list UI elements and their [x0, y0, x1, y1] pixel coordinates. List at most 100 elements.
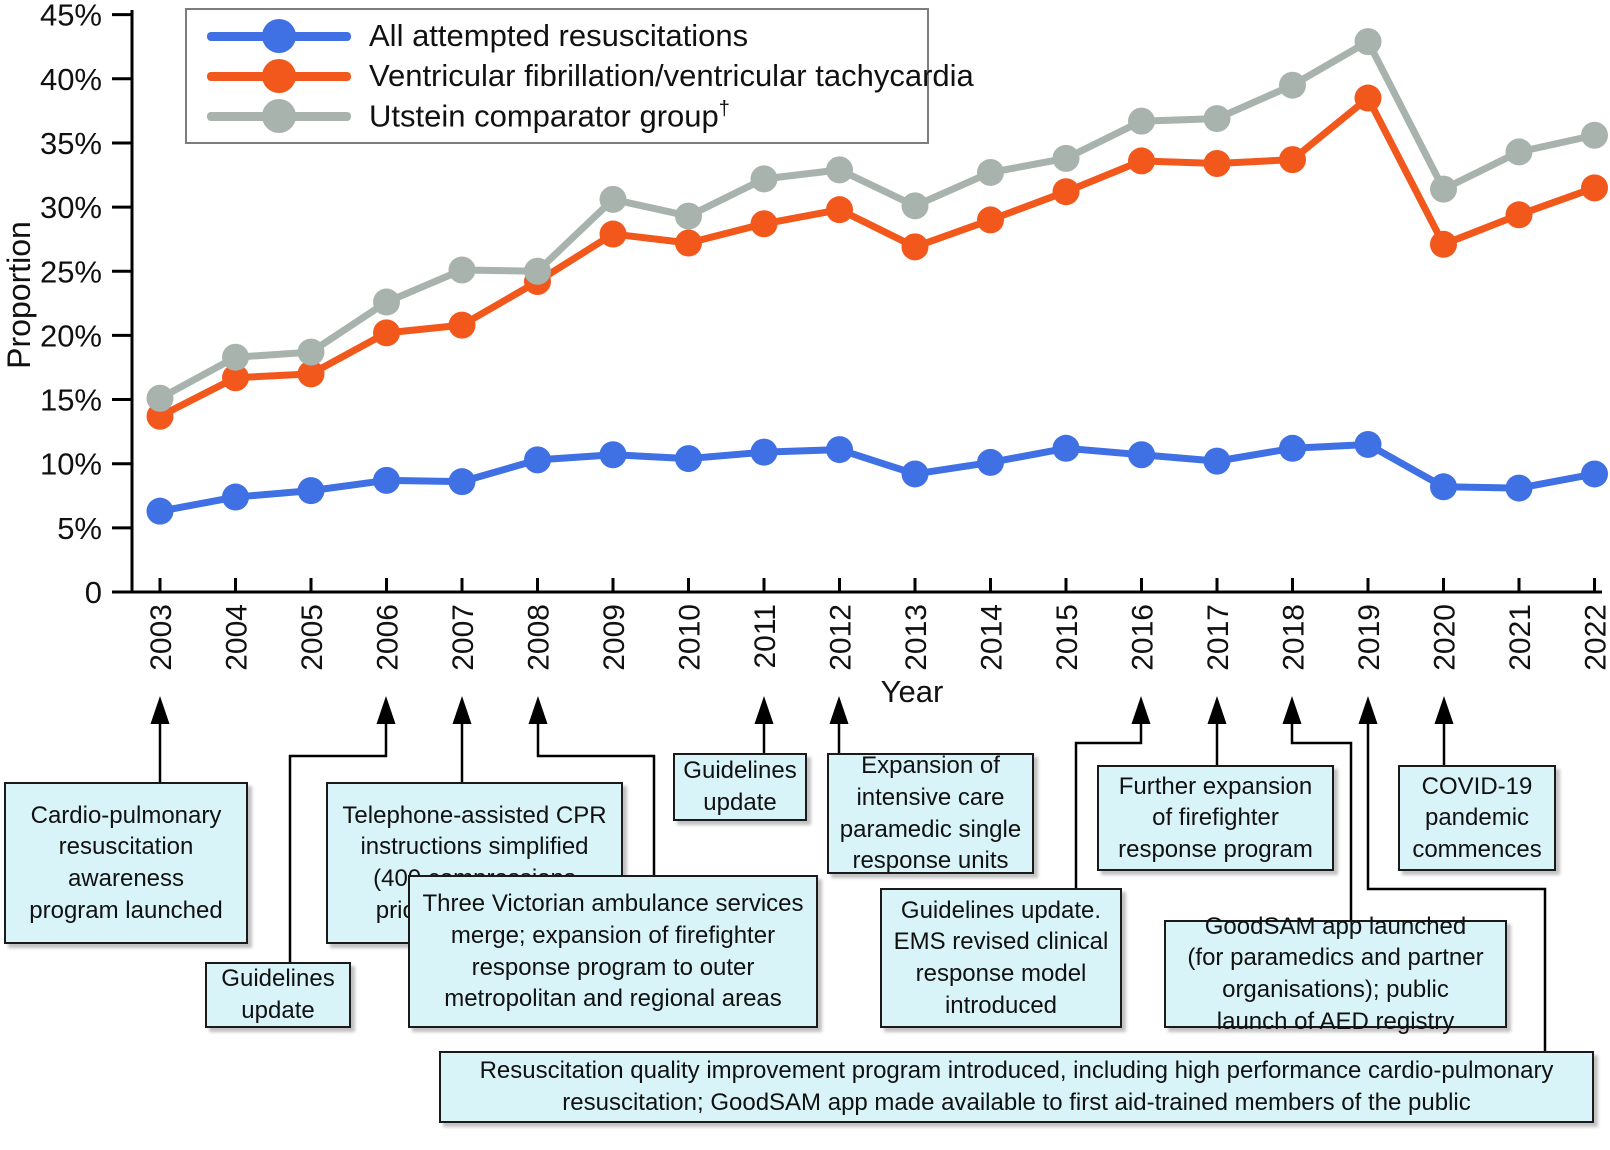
- data-point: [297, 338, 325, 366]
- data-point: [524, 257, 551, 285]
- annotation-text: Resuscitation quality improvement progra…: [479, 1057, 1554, 1116]
- data-point: [1581, 460, 1608, 488]
- legend-item-utstein: Utstein comparator group†: [207, 96, 927, 136]
- annotation-box-mica-expansion: Expansion of intensive care paramedic si…: [827, 752, 1034, 875]
- data-point: [1279, 146, 1306, 174]
- y-tick-label: 40%: [40, 62, 102, 97]
- data-point: [1128, 107, 1155, 135]
- x-tick-label-2003: 2003: [145, 604, 178, 671]
- y-tick-label: 45%: [40, 0, 102, 33]
- data-point: [901, 192, 929, 220]
- series-layer: [146, 28, 1608, 525]
- series-2: [146, 28, 1608, 412]
- x-tick-label-2022: 2022: [1580, 604, 1610, 671]
- data-point: [1581, 174, 1608, 202]
- data-point: [826, 436, 853, 464]
- data-point: [373, 319, 400, 347]
- legend: All attempted resuscitations Ventricular…: [185, 8, 974, 144]
- connector-arrow-2019: [1366, 722, 1547, 1051]
- data-point: [297, 477, 325, 505]
- x-tick-label-2020: 2020: [1429, 604, 1462, 671]
- y-tick-label: 0: [85, 575, 102, 610]
- connector-arrow-2016: [1074, 722, 1143, 888]
- data-point: [977, 448, 1004, 476]
- annotation-text: Expansion of intensive care paramedic si…: [839, 752, 1022, 875]
- data-point: [1430, 175, 1457, 203]
- data-point: [1505, 474, 1533, 502]
- data-point: [1052, 178, 1080, 206]
- data-point: [448, 256, 476, 284]
- data-point: [1354, 430, 1382, 458]
- data-point: [599, 220, 627, 248]
- data-point: [977, 206, 1004, 234]
- data-point: [146, 497, 174, 525]
- dagger-footnote-mark: †: [718, 97, 730, 120]
- axis-label-year: Year: [881, 674, 944, 709]
- connector-arrow-2018: [1290, 722, 1353, 920]
- data-point: [373, 466, 400, 494]
- data-point: [1430, 473, 1457, 501]
- x-tick-label-2012: 2012: [825, 604, 858, 671]
- x-tick-label-2004: 2004: [221, 604, 254, 671]
- annotation-box-covid: COVID-19 pandemic commences: [1398, 765, 1556, 871]
- data-point: [675, 202, 702, 230]
- annotation-box-guidelines-ems: Guidelines update. EMS revised clinical …: [880, 888, 1122, 1028]
- legend-label-all-attempted: All attempted resuscitations: [369, 18, 749, 53]
- data-point: [1203, 105, 1231, 133]
- legend-marker-utstein-icon: [207, 98, 351, 134]
- x-tick-label-2018: 2018: [1278, 604, 1311, 671]
- annotation-text: Further expansion of firefighter respons…: [1118, 772, 1313, 863]
- x-tick-label-2021: 2021: [1504, 604, 1537, 671]
- y-tick-label: 5%: [57, 511, 102, 546]
- annotation-text: Cardio-pulmonary resuscitation awareness…: [29, 801, 223, 924]
- x-tick-label-2014: 2014: [976, 604, 1009, 671]
- y-tick-label: 10%: [40, 447, 102, 482]
- annotation-box-guidelines-2011: Guidelines update: [673, 753, 807, 821]
- axis-label-proportion: Proportion: [1, 221, 37, 369]
- connector-arrow-2006: [288, 722, 388, 962]
- annotation-text: Guidelines update: [221, 965, 335, 1024]
- annotation-text: COVID-19 pandemic commences: [1412, 772, 1542, 863]
- legend-marker-all-attempted-icon: [207, 18, 351, 54]
- legend-label-utstein: Utstein comparator group†: [369, 97, 730, 134]
- data-point: [1128, 441, 1155, 469]
- series-line-2: [158, 38, 1596, 402]
- data-point: [675, 229, 702, 257]
- data-point: [599, 185, 627, 213]
- y-tick-label: 35%: [40, 126, 102, 161]
- data-point: [1505, 138, 1533, 166]
- x-tick-label-2010: 2010: [674, 604, 707, 671]
- x-tick-label-2006: 2006: [372, 604, 405, 671]
- data-point: [146, 384, 174, 412]
- x-tick-label-2013: 2013: [900, 604, 933, 671]
- annotation-box-services-merge: Three Victorian ambulance services merge…: [408, 875, 818, 1028]
- data-point: [675, 445, 702, 473]
- data-point: [1354, 84, 1382, 112]
- annotation-text: Guidelines update: [683, 757, 797, 816]
- x-tick-label-2008: 2008: [523, 604, 556, 671]
- data-point: [750, 165, 778, 193]
- data-point: [1052, 144, 1080, 172]
- legend-marker-vf-vt-icon: [207, 58, 351, 94]
- data-point: [222, 343, 249, 371]
- series-line-1: [158, 94, 1596, 420]
- connector-arrow-2008: [536, 722, 656, 875]
- arrowheads: [150, 696, 1454, 724]
- x-tick-label-2011: 2011: [749, 604, 782, 669]
- data-point: [977, 158, 1004, 186]
- annotation-text: Three Victorian ambulance services merge…: [422, 890, 804, 1013]
- annotation-text: GoodSAM app launched (for paramedics and…: [1187, 912, 1484, 1035]
- annotation-connector-layer: [150, 696, 1547, 1051]
- y-axis-ticks: 45% 40% 35% 30% 25% 20% 15% 10% 5% 0: [40, 0, 132, 610]
- data-point: [1505, 201, 1533, 229]
- data-point: [297, 360, 325, 388]
- data-point: [222, 364, 249, 392]
- y-tick-label: 25%: [40, 254, 102, 289]
- data-point: [1128, 147, 1155, 175]
- data-point: [1203, 447, 1231, 475]
- data-point: [524, 446, 551, 474]
- annotation-box-guidelines-2006: Guidelines update: [205, 962, 351, 1028]
